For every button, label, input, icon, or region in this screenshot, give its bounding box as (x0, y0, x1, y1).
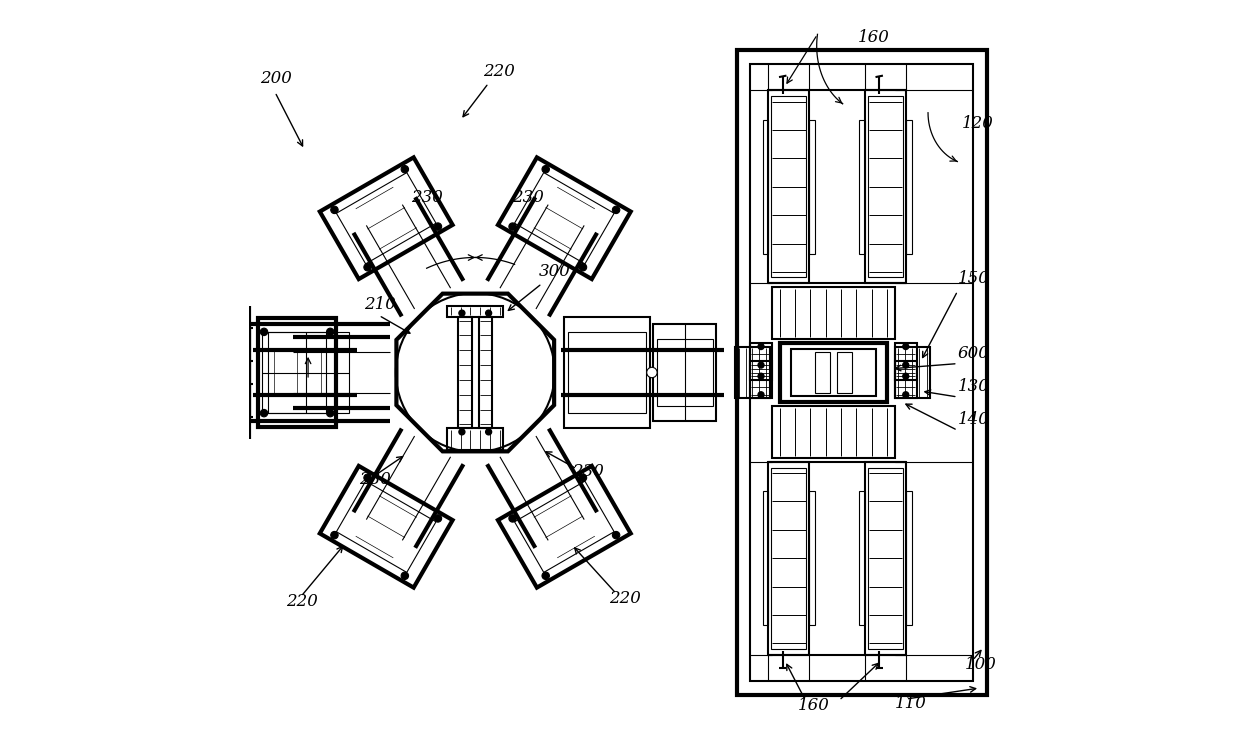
Circle shape (459, 429, 465, 435)
Circle shape (363, 474, 371, 481)
Circle shape (579, 474, 587, 481)
Text: 600: 600 (957, 345, 990, 361)
Text: 230: 230 (512, 188, 544, 206)
Circle shape (331, 531, 339, 539)
Text: 100: 100 (965, 656, 997, 673)
Circle shape (613, 206, 620, 214)
Circle shape (331, 206, 339, 214)
Text: 110: 110 (894, 695, 926, 712)
Circle shape (401, 572, 408, 580)
Circle shape (508, 223, 516, 230)
Circle shape (903, 373, 909, 379)
Text: 220: 220 (286, 593, 317, 610)
Text: 220: 220 (609, 589, 641, 606)
Circle shape (326, 410, 334, 417)
Circle shape (542, 572, 549, 580)
Text: 150: 150 (957, 270, 990, 288)
Circle shape (434, 223, 441, 230)
Circle shape (401, 165, 408, 173)
Circle shape (260, 328, 268, 335)
Circle shape (363, 264, 371, 271)
Circle shape (647, 367, 657, 378)
Circle shape (508, 515, 516, 522)
Circle shape (326, 328, 334, 335)
Circle shape (758, 392, 764, 398)
Circle shape (486, 310, 491, 316)
Text: 210: 210 (363, 297, 396, 314)
Circle shape (613, 531, 620, 539)
Circle shape (758, 343, 764, 349)
Text: 220: 220 (482, 63, 515, 80)
Circle shape (903, 343, 909, 349)
Text: 120: 120 (961, 115, 993, 132)
Text: 160: 160 (858, 29, 889, 46)
Text: 230: 230 (572, 463, 604, 481)
Circle shape (260, 410, 268, 417)
Text: 200: 200 (260, 70, 291, 87)
Circle shape (434, 515, 441, 522)
Circle shape (459, 310, 465, 316)
Circle shape (758, 362, 764, 368)
Text: 230: 230 (410, 188, 443, 206)
Text: 140: 140 (957, 411, 990, 428)
Text: 130: 130 (957, 378, 990, 395)
Text: 160: 160 (799, 697, 830, 714)
Text: 230: 230 (358, 471, 391, 488)
Circle shape (903, 362, 909, 368)
Text: 300: 300 (538, 263, 570, 280)
Circle shape (486, 429, 491, 435)
Circle shape (579, 264, 587, 271)
Circle shape (758, 373, 764, 379)
Circle shape (542, 165, 549, 173)
Circle shape (903, 392, 909, 398)
